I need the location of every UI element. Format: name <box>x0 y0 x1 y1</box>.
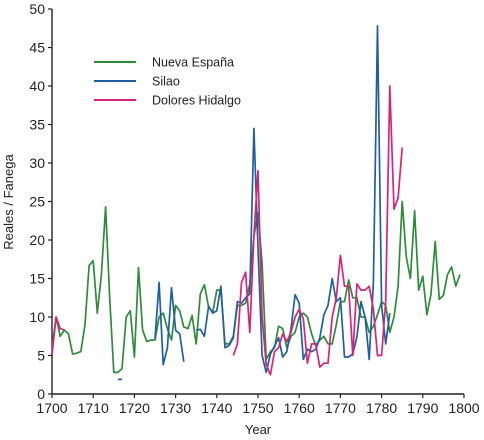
y-tick-label: 15 <box>29 271 45 287</box>
series-line <box>51 316 65 355</box>
x-axis-label: Year <box>245 422 272 437</box>
x-tick-label: 1760 <box>284 400 315 416</box>
y-tick-label: 0 <box>37 386 45 402</box>
y-tick-label: 5 <box>37 348 45 364</box>
x-tick-label: 1730 <box>160 400 191 416</box>
x-tick-label: 1700 <box>36 400 67 416</box>
series-line <box>51 200 461 374</box>
y-tick-label: 35 <box>29 117 45 133</box>
x-tick-label: 1720 <box>119 400 150 416</box>
y-axis-ticks: 0 5 10 15 20 25 30 35 40 45 50 <box>29 1 52 402</box>
axes: 1700 1710 1720 1730 1740 1750 1760 1770 1780 1790… <box>29 1 479 416</box>
y-tick-label: 10 <box>29 309 45 325</box>
legend-item: Dolores Hidalgo <box>94 94 241 108</box>
y-tick-label: 30 <box>29 155 45 171</box>
y-tick-label: 25 <box>29 194 45 210</box>
x-tick-label: 1790 <box>407 400 438 416</box>
x-tick-label: 1740 <box>201 400 232 416</box>
y-tick-label: 50 <box>29 1 45 17</box>
series-nueva-espa-a <box>51 200 461 374</box>
x-tick-label: 1770 <box>325 400 356 416</box>
series-line <box>232 85 404 376</box>
x-tick-label: 1710 <box>78 400 109 416</box>
x-tick-label: 1780 <box>366 400 397 416</box>
y-tick-label: 40 <box>29 78 45 94</box>
legend-item: Nueva España <box>94 56 234 70</box>
legend: Nueva España Silao Dolores Hidalgo <box>94 56 241 108</box>
legend-label: Silao <box>152 75 180 89</box>
legend-item: Silao <box>94 75 180 89</box>
legend-label: Dolores Hidalgo <box>152 94 241 108</box>
y-tick-label: 45 <box>29 40 45 56</box>
series-line <box>154 281 185 366</box>
y-axis-label: Reales / Fanega <box>1 154 16 250</box>
x-tick-label: 1750 <box>242 400 273 416</box>
series-line <box>196 25 391 374</box>
series-silao <box>117 25 391 381</box>
plot-area <box>51 25 461 381</box>
y-tick-label: 20 <box>29 232 45 248</box>
x-axis-ticks: 1700 1710 1720 1730 1740 1750 1760 1770 1780 1790… <box>36 394 480 416</box>
x-tick-label: 1800 <box>448 400 479 416</box>
legend-label: Nueva España <box>152 56 234 70</box>
series-dolores-hidalgo <box>51 85 404 376</box>
